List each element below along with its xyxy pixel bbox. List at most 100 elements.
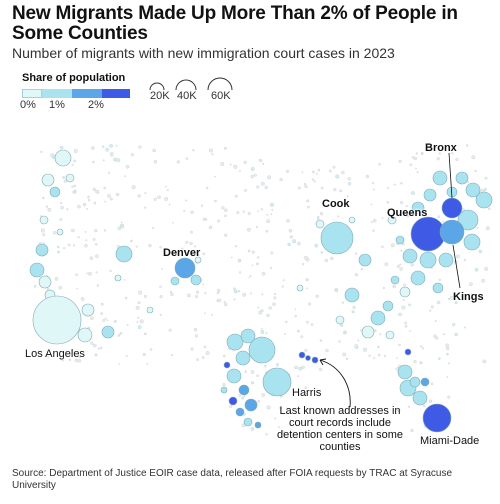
small-county-dot (172, 221, 174, 224)
bubble-county (385, 330, 395, 340)
small-county-dot (90, 316, 94, 320)
bubble-county (390, 275, 400, 285)
small-county-dot (488, 207, 491, 211)
small-county-dot (436, 300, 441, 305)
small-county-dot (379, 333, 382, 336)
small-county-dot (118, 363, 120, 365)
small-county-dot (328, 169, 332, 173)
small-county-dot (265, 332, 268, 334)
small-county-dot (193, 327, 198, 332)
small-county-dot (73, 149, 78, 153)
small-county-dot (113, 319, 117, 323)
small-county-dot (67, 243, 71, 247)
small-county-dot (92, 238, 96, 241)
small-county-dot (347, 177, 351, 181)
small-county-dot (344, 330, 347, 334)
small-county-dot (247, 249, 251, 253)
small-county-dot (330, 256, 334, 261)
small-county-dot (265, 229, 269, 233)
small-county-dot (217, 288, 221, 292)
small-county-dot (261, 271, 266, 276)
small-county-dot (415, 167, 417, 170)
small-county-dot (450, 295, 455, 300)
small-county-dot (130, 153, 134, 157)
small-county-dot (109, 152, 114, 156)
small-county-dot (476, 226, 479, 229)
small-county-dot (94, 353, 98, 357)
small-county-dot (431, 267, 433, 269)
small-county-dot (250, 370, 255, 374)
small-county-dot (324, 258, 328, 263)
small-county-dot (223, 301, 226, 304)
small-county-dot (422, 404, 426, 408)
legend-swatch-1 (22, 89, 42, 98)
small-county-dot (469, 282, 473, 286)
bubble-county (423, 188, 437, 202)
bubble-county (370, 310, 386, 326)
small-county-dot (237, 258, 242, 263)
small-county-dot (306, 287, 309, 290)
small-county-dot (284, 333, 286, 335)
small-county-dot (279, 406, 283, 410)
small-county-dot (474, 169, 477, 173)
small-county-dot (315, 294, 319, 298)
small-county-dot (278, 426, 280, 429)
small-county-dot (248, 276, 251, 278)
small-county-dot (438, 357, 441, 360)
small-county-dot (300, 335, 304, 339)
small-county-dot (101, 145, 105, 148)
small-county-dot (265, 433, 268, 436)
small-county-dot (482, 359, 487, 364)
small-county-dot (346, 357, 349, 360)
bubble-county (235, 350, 251, 366)
small-county-dot (123, 279, 126, 281)
bubble-county (49, 186, 61, 198)
small-county-dot (194, 245, 196, 248)
chart-subtitle: Number of migrants with new immigration … (12, 45, 395, 61)
small-county-dot (467, 180, 470, 183)
small-county-dot (234, 194, 238, 198)
small-county-dot (138, 145, 142, 149)
small-county-dot (447, 362, 450, 365)
small-county-dot (455, 158, 459, 161)
small-county-dot (108, 171, 111, 174)
small-county-dot (149, 348, 153, 351)
small-county-dot (40, 150, 43, 153)
bubble-miami-dade (422, 403, 452, 433)
small-county-dot (161, 268, 163, 270)
small-county-dot (137, 194, 141, 198)
legend-swatch-3 (72, 89, 102, 98)
small-county-dot (100, 302, 104, 306)
small-county-dot (190, 230, 193, 234)
small-county-dot (120, 221, 123, 224)
leader-line-bronx (448, 152, 453, 199)
bubble-county (54, 149, 72, 167)
small-county-dot (255, 226, 258, 228)
small-county-dot (72, 244, 75, 247)
bubble-county (410, 270, 426, 286)
small-county-dot (372, 218, 377, 223)
small-county-dot (250, 381, 254, 385)
bubble-county (38, 275, 52, 289)
small-county-dot (103, 229, 107, 232)
small-county-dot (411, 156, 415, 159)
bubble-county (244, 398, 258, 412)
bubble-county (402, 248, 418, 264)
small-county-dot (40, 228, 45, 233)
small-county-dot (117, 334, 120, 337)
small-county-dot (297, 329, 300, 333)
label-kings: Kings (453, 291, 484, 303)
small-county-dot (104, 317, 107, 320)
small-county-dot (266, 405, 271, 410)
small-county-dot (242, 210, 245, 213)
bubble-detention (298, 351, 306, 359)
small-county-dot (347, 181, 352, 186)
small-county-dot (176, 160, 180, 164)
small-county-dot (109, 144, 113, 148)
small-county-dot (308, 302, 312, 306)
chart-title: New Migrants Made Up More Than 2% of Peo… (12, 3, 458, 44)
small-county-dot (224, 303, 228, 307)
small-county-dot (223, 354, 226, 358)
small-county-dot (189, 241, 193, 246)
small-county-dot (144, 332, 147, 336)
